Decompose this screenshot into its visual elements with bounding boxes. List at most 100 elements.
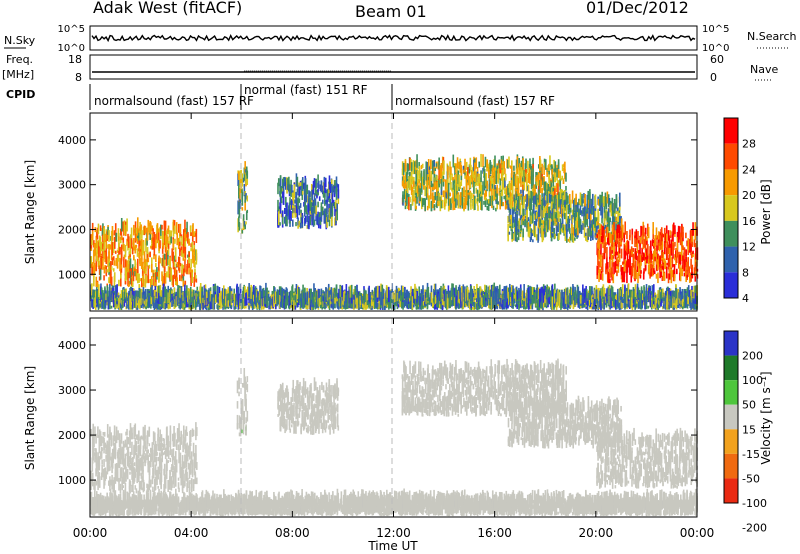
echo-cell xyxy=(177,237,180,250)
echo-cell xyxy=(238,171,240,181)
echo-cell xyxy=(101,291,103,298)
echo-cell xyxy=(458,174,460,188)
echo-cell xyxy=(406,181,409,194)
echo-cell xyxy=(642,243,645,250)
echo-cell xyxy=(194,268,196,275)
echo-cell xyxy=(280,196,283,204)
echo-cell xyxy=(544,159,547,170)
echo-cell xyxy=(397,304,400,308)
echo-cell xyxy=(470,174,472,179)
echo-cell xyxy=(181,236,183,246)
echo-cell xyxy=(164,235,167,247)
echo-cell xyxy=(559,170,562,183)
echo-cell xyxy=(517,183,520,197)
echo-cell xyxy=(539,204,541,217)
echo-cell xyxy=(141,278,143,288)
echo-cell xyxy=(516,237,518,243)
echo-cell xyxy=(638,240,640,244)
echo-cell xyxy=(602,252,604,260)
echo-cell xyxy=(294,199,296,204)
echo-cell xyxy=(646,250,648,259)
echo-cell xyxy=(541,203,544,211)
echo-cell xyxy=(162,254,165,268)
echo-cell xyxy=(314,288,317,297)
echo-cell xyxy=(190,258,192,268)
echo-cell xyxy=(527,227,530,237)
echo-cell xyxy=(554,211,557,224)
echo-cell xyxy=(404,160,407,172)
echo-cell xyxy=(105,240,108,249)
echo-cell xyxy=(123,303,126,306)
echo-cell xyxy=(535,218,537,226)
echo-cell xyxy=(301,215,304,219)
echo-cell xyxy=(529,205,532,218)
echo-cell xyxy=(282,290,284,300)
echo-cell xyxy=(478,183,481,189)
echo-cell xyxy=(596,232,599,236)
echo-cell xyxy=(506,204,508,209)
echo-cell xyxy=(691,264,694,279)
echo-cell xyxy=(413,165,415,170)
echo-cell xyxy=(597,198,600,206)
echo-cell xyxy=(423,197,425,204)
echo-cell xyxy=(350,295,353,299)
echo-cell xyxy=(527,160,529,174)
echo-cell xyxy=(526,221,528,232)
echo-cell xyxy=(345,299,348,310)
echo-cell xyxy=(195,228,198,243)
echo-cell xyxy=(460,192,463,196)
echo-cell xyxy=(640,225,642,237)
echo-cell xyxy=(288,305,291,310)
echo-cell xyxy=(315,178,317,189)
echo-cell xyxy=(105,248,108,257)
echo-cell xyxy=(515,231,517,239)
echo-cell xyxy=(417,191,419,197)
echo-cell xyxy=(480,170,482,183)
echo-cell xyxy=(557,180,559,184)
echo-cell xyxy=(489,195,492,207)
echo-cell xyxy=(609,232,611,243)
echo-cell xyxy=(515,185,518,193)
echo-cell xyxy=(358,292,361,300)
echo-cell xyxy=(529,158,531,168)
echo-cell xyxy=(306,301,309,310)
echo-cell xyxy=(544,200,546,208)
echo-cell xyxy=(445,198,448,204)
echo-cell xyxy=(672,245,675,251)
echo-cell xyxy=(184,304,186,308)
echo-cell xyxy=(392,294,395,300)
echo-cell xyxy=(410,183,413,195)
echo-cell xyxy=(134,271,136,276)
echo-cell xyxy=(160,224,162,236)
echo-cell xyxy=(291,192,294,201)
echo-cell xyxy=(145,299,147,307)
echo-cell xyxy=(313,283,315,297)
echo-cell xyxy=(554,218,557,224)
echo-cell xyxy=(158,230,160,245)
echo-cell xyxy=(546,189,549,204)
echo-cell xyxy=(285,196,287,207)
echo-cell xyxy=(483,175,486,190)
echo-cell xyxy=(485,197,487,201)
echo-cell xyxy=(126,238,128,246)
echo-cell xyxy=(147,273,150,284)
echo-cell xyxy=(575,220,577,230)
echo-cell xyxy=(665,233,668,243)
echo-cell xyxy=(320,202,323,217)
echo-cell xyxy=(326,189,328,203)
echo-cell xyxy=(136,291,139,304)
echo-cell xyxy=(400,285,403,297)
echo-cell xyxy=(514,219,516,228)
echo-cell xyxy=(241,191,244,206)
echo-cell xyxy=(611,197,614,211)
echo-cell xyxy=(124,244,127,253)
echo-cell xyxy=(629,229,631,238)
echo-cell xyxy=(158,300,160,309)
echo-cell xyxy=(273,293,275,307)
echo-cell xyxy=(560,228,563,232)
echo-cell xyxy=(563,212,566,220)
echo-cell xyxy=(598,235,600,250)
echo-cell xyxy=(586,215,589,227)
echo-cell xyxy=(520,160,523,172)
echo-cell xyxy=(120,217,123,232)
